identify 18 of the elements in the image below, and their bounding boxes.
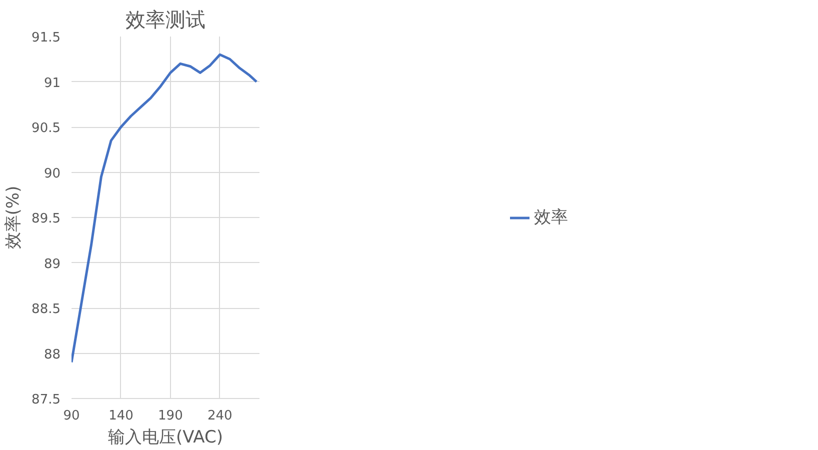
y-tick-label: 90 <box>44 166 61 182</box>
y-tick-label: 89 <box>44 256 61 272</box>
x-tick-label: 190 <box>158 408 183 424</box>
x-axis-title: 输入电压(VAC) <box>108 428 224 448</box>
x-tick-label: 140 <box>108 408 134 424</box>
y-axis-title: 效率(%) <box>4 186 24 250</box>
y-tick-label: 88 <box>44 347 61 362</box>
y-tick-label: 88.5 <box>32 302 61 317</box>
legend-label: 效率 <box>534 206 568 228</box>
y-tick-label: 91.5 <box>32 30 61 46</box>
y-tick-label: 87.5 <box>32 392 61 408</box>
y-tick-label: 91 <box>44 76 61 91</box>
x-tick-label: 240 <box>208 408 232 424</box>
x-tick-label: 90 <box>63 408 80 424</box>
y-tick-label: 90.5 <box>32 121 61 136</box>
y-tick-label: 89.5 <box>32 212 61 226</box>
line-series <box>72 53 258 364</box>
chart-title: 效率测试 <box>126 8 206 32</box>
